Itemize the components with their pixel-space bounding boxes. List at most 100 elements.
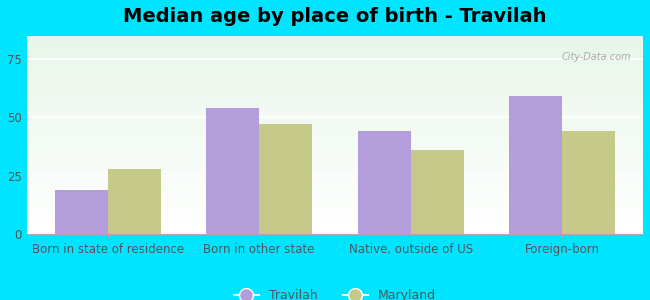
Bar: [108, 169, 161, 234]
Bar: [27, 125, 643, 127]
Bar: [27, 208, 643, 210]
Bar: [27, 85, 643, 87]
Bar: [27, 220, 643, 222]
Bar: [27, 190, 643, 192]
Bar: [27, 77, 643, 80]
Bar: [27, 38, 643, 40]
Bar: [27, 194, 643, 196]
Bar: [27, 176, 643, 178]
Bar: [27, 159, 643, 161]
Bar: [27, 147, 643, 149]
Bar: [27, 58, 643, 60]
Bar: [27, 87, 643, 89]
Bar: [27, 202, 643, 204]
Bar: [27, 60, 643, 61]
Bar: [27, 111, 643, 113]
Bar: [27, 198, 643, 200]
Bar: [27, 149, 643, 151]
Bar: [562, 131, 615, 234]
Bar: [27, 127, 643, 129]
Bar: [27, 68, 643, 70]
Bar: [27, 210, 643, 212]
Bar: [27, 52, 643, 54]
Bar: [27, 95, 643, 97]
Bar: [27, 232, 643, 234]
Bar: [27, 230, 643, 232]
Bar: [259, 124, 312, 234]
Title: Median age by place of birth - Travilah: Median age by place of birth - Travilah: [123, 7, 547, 26]
Bar: [55, 190, 108, 234]
Bar: [27, 175, 643, 176]
Bar: [27, 182, 643, 184]
Bar: [509, 96, 562, 234]
Bar: [27, 155, 643, 157]
Bar: [27, 115, 643, 117]
Bar: [27, 145, 643, 147]
Bar: [27, 192, 643, 194]
Bar: [206, 108, 259, 234]
Text: City-Data.com: City-Data.com: [561, 52, 630, 62]
Bar: [27, 135, 643, 137]
Bar: [27, 151, 643, 153]
Bar: [27, 97, 643, 99]
Bar: [27, 169, 643, 171]
Bar: [27, 109, 643, 111]
Bar: [27, 139, 643, 141]
Bar: [27, 137, 643, 139]
Bar: [27, 74, 643, 76]
Bar: [27, 188, 643, 190]
Bar: [27, 121, 643, 123]
Bar: [411, 150, 463, 234]
Bar: [27, 163, 643, 165]
Bar: [27, 56, 643, 58]
Bar: [27, 107, 643, 109]
Bar: [27, 218, 643, 220]
Bar: [27, 50, 643, 52]
Bar: [27, 129, 643, 131]
Bar: [27, 123, 643, 125]
Bar: [27, 99, 643, 101]
Bar: [27, 91, 643, 93]
Bar: [27, 224, 643, 226]
Bar: [27, 54, 643, 56]
Bar: [27, 161, 643, 163]
Bar: [27, 83, 643, 85]
Bar: [27, 103, 643, 105]
Bar: [27, 228, 643, 230]
Bar: [27, 181, 643, 182]
Bar: [27, 184, 643, 186]
Bar: [27, 93, 643, 95]
Bar: [27, 76, 643, 77]
Bar: [27, 157, 643, 159]
Bar: [27, 71, 643, 74]
Bar: [27, 178, 643, 181]
Bar: [27, 153, 643, 155]
Bar: [27, 212, 643, 214]
Bar: [27, 165, 643, 167]
Bar: [27, 61, 643, 64]
Bar: [27, 196, 643, 198]
Bar: [27, 42, 643, 44]
Bar: [27, 143, 643, 145]
Bar: [27, 101, 643, 103]
Bar: [27, 64, 643, 66]
Bar: [27, 113, 643, 115]
Bar: [27, 70, 643, 71]
Bar: [27, 133, 643, 135]
Bar: [27, 105, 643, 107]
Bar: [27, 214, 643, 216]
Bar: [27, 200, 643, 202]
Bar: [27, 117, 643, 119]
Bar: [27, 131, 643, 133]
Bar: [27, 40, 643, 42]
Bar: [27, 226, 643, 228]
Bar: [27, 44, 643, 46]
Bar: [27, 204, 643, 206]
Bar: [27, 119, 643, 121]
Bar: [27, 36, 643, 38]
Bar: [27, 46, 643, 48]
Bar: [27, 171, 643, 172]
Bar: [27, 66, 643, 68]
Bar: [27, 141, 643, 143]
Bar: [27, 48, 643, 50]
